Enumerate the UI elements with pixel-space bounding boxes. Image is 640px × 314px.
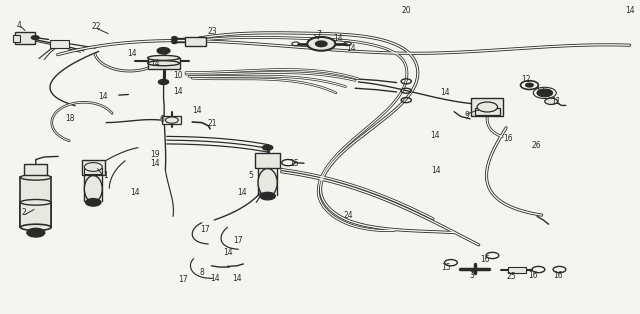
Text: 15: 15 — [290, 160, 300, 168]
Circle shape — [159, 79, 169, 84]
Text: 14: 14 — [193, 106, 202, 115]
Text: 19: 19 — [150, 150, 160, 159]
Text: 11: 11 — [552, 97, 561, 106]
Text: 17: 17 — [200, 225, 210, 234]
Text: 16: 16 — [480, 255, 490, 264]
Text: 14: 14 — [625, 6, 634, 15]
Text: 1: 1 — [104, 171, 108, 180]
Text: 14: 14 — [237, 187, 247, 197]
Text: 14: 14 — [431, 165, 441, 175]
Text: 9: 9 — [465, 111, 469, 120]
Circle shape — [166, 117, 178, 123]
Circle shape — [262, 145, 273, 150]
Text: 17: 17 — [178, 275, 188, 284]
Text: 14: 14 — [127, 49, 136, 58]
Circle shape — [316, 41, 327, 47]
Text: 20: 20 — [401, 6, 411, 15]
Circle shape — [525, 83, 533, 87]
Circle shape — [172, 37, 177, 39]
Bar — [50, 40, 69, 48]
Text: 2: 2 — [21, 208, 26, 217]
Ellipse shape — [148, 55, 179, 60]
Text: 16: 16 — [504, 134, 513, 143]
Circle shape — [537, 89, 552, 97]
Text: 22: 22 — [92, 22, 101, 31]
Text: 14: 14 — [333, 34, 342, 43]
Circle shape — [86, 198, 101, 206]
Text: 23: 23 — [208, 27, 218, 36]
Text: 3: 3 — [470, 271, 474, 280]
Bar — [20, 177, 51, 227]
Bar — [508, 267, 525, 273]
Text: 14: 14 — [430, 131, 440, 140]
Text: 14: 14 — [223, 248, 233, 257]
Circle shape — [31, 36, 39, 40]
Text: 14: 14 — [98, 92, 108, 100]
Text: 14: 14 — [211, 274, 220, 283]
Text: 14: 14 — [346, 44, 355, 53]
Circle shape — [157, 48, 170, 54]
Ellipse shape — [148, 61, 179, 66]
Text: 14: 14 — [173, 88, 183, 96]
Text: 14: 14 — [130, 188, 140, 198]
Bar — [84, 168, 102, 174]
Text: 6: 6 — [159, 115, 164, 124]
Bar — [255, 153, 280, 168]
Text: 12: 12 — [521, 75, 531, 84]
Ellipse shape — [20, 224, 51, 230]
Circle shape — [172, 39, 177, 41]
Bar — [24, 164, 47, 175]
Circle shape — [545, 98, 557, 105]
Bar — [163, 116, 181, 124]
Text: 7: 7 — [316, 30, 321, 39]
Text: 16: 16 — [529, 271, 538, 280]
Bar — [15, 32, 35, 44]
Ellipse shape — [84, 176, 102, 202]
Ellipse shape — [20, 199, 51, 205]
Text: 21: 21 — [208, 119, 218, 128]
Bar — [184, 37, 206, 46]
Text: 10: 10 — [173, 71, 183, 79]
Bar — [474, 108, 500, 115]
Text: 14: 14 — [150, 160, 160, 168]
Circle shape — [27, 228, 45, 237]
Text: 4: 4 — [16, 21, 21, 30]
Text: 5: 5 — [248, 171, 253, 180]
Circle shape — [84, 163, 102, 171]
Text: 24: 24 — [344, 211, 353, 220]
Circle shape — [477, 102, 497, 112]
Text: 14: 14 — [440, 89, 449, 97]
Text: 15: 15 — [442, 263, 451, 272]
Text: 14: 14 — [232, 274, 242, 283]
Text: 13: 13 — [536, 88, 545, 96]
Text: 26: 26 — [531, 141, 541, 149]
Text: 8: 8 — [200, 268, 204, 277]
Bar — [82, 160, 105, 175]
Text: 16: 16 — [553, 271, 563, 280]
Circle shape — [260, 192, 275, 200]
Bar — [148, 58, 179, 69]
Text: 25: 25 — [507, 272, 516, 281]
Ellipse shape — [20, 175, 51, 180]
Text: 17: 17 — [234, 236, 243, 245]
Bar — [13, 35, 20, 42]
Circle shape — [172, 41, 177, 44]
Text: 18: 18 — [65, 114, 74, 123]
Circle shape — [307, 37, 335, 51]
Text: 14: 14 — [150, 59, 160, 68]
Ellipse shape — [258, 169, 277, 197]
Bar — [471, 98, 503, 116]
